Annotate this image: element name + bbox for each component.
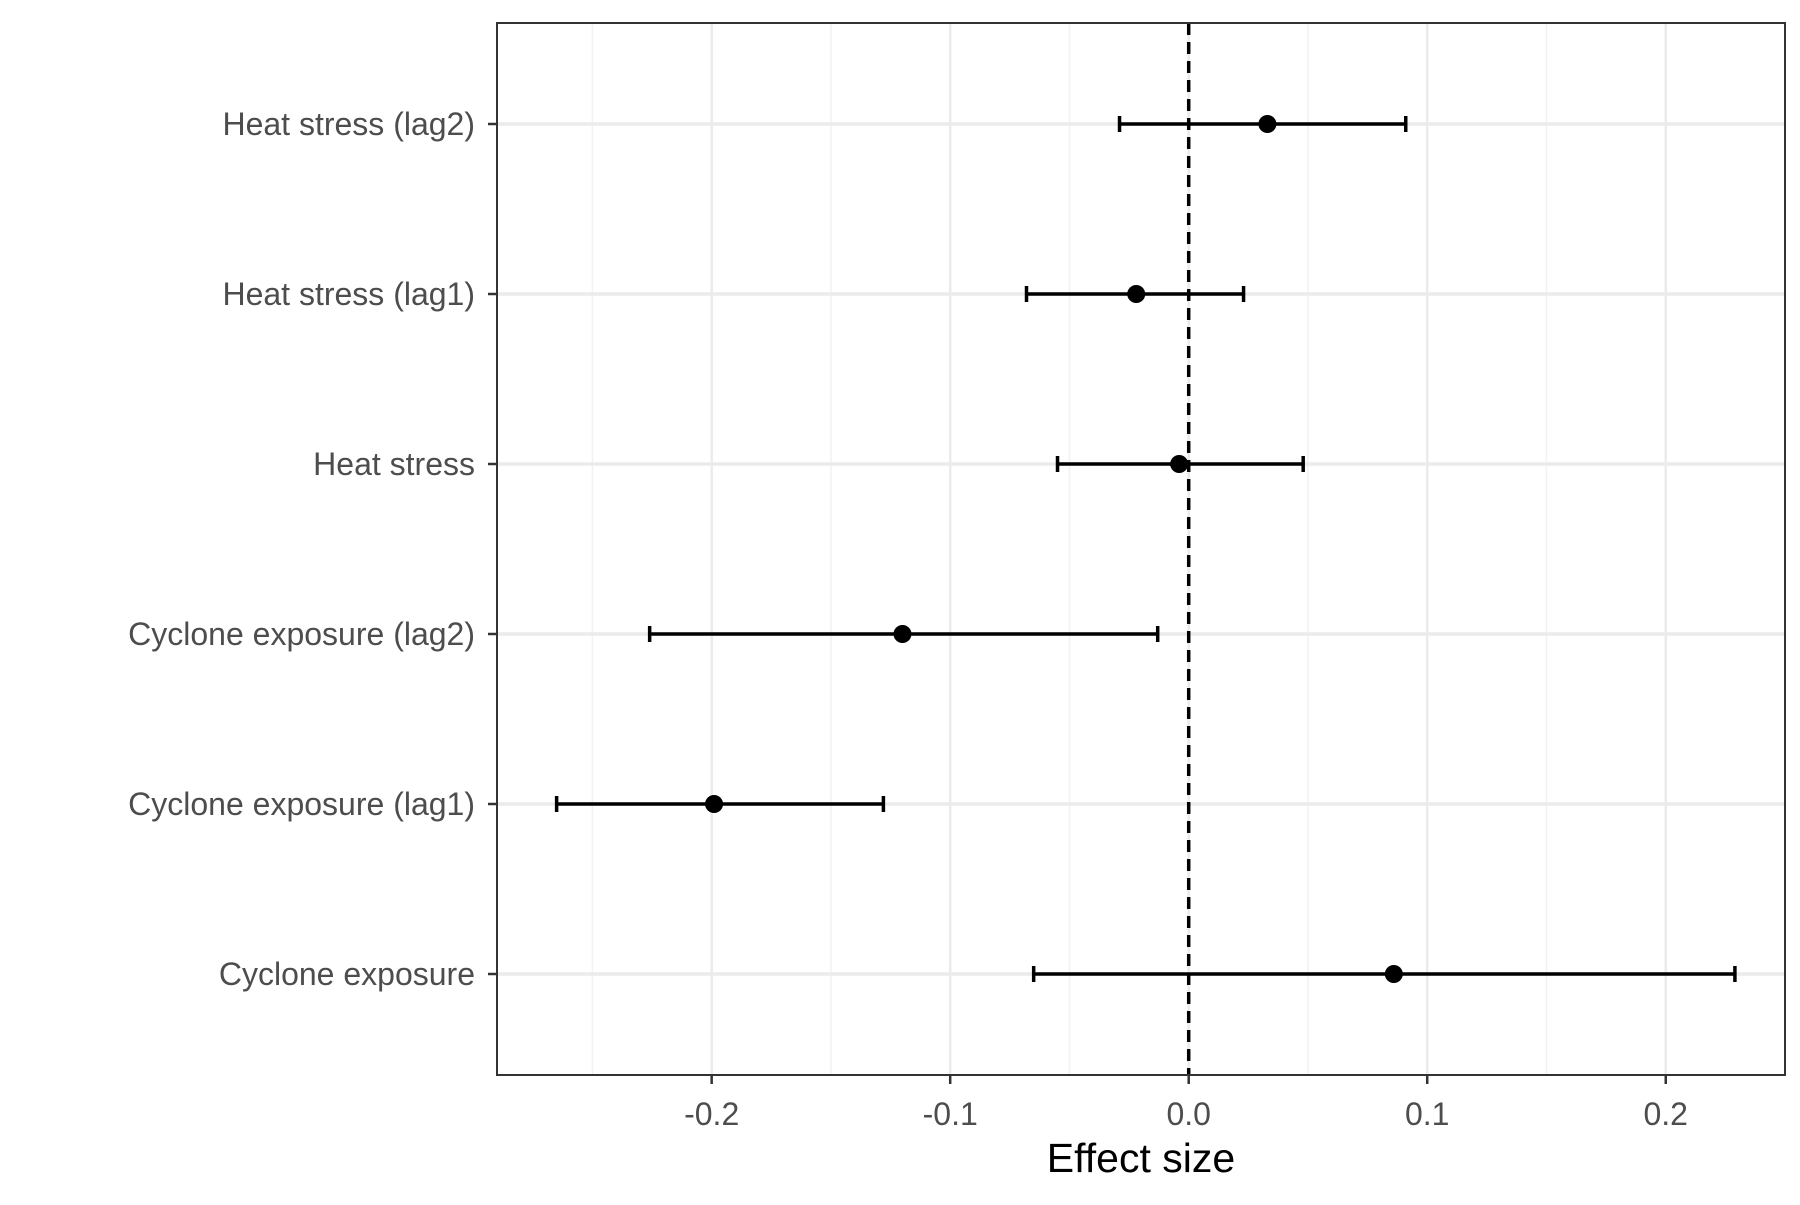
x-tick-label: -0.1 bbox=[923, 1096, 978, 1132]
x-axis-title: Effect size bbox=[1047, 1135, 1235, 1181]
estimate-point bbox=[705, 795, 724, 813]
x-tick-label: 0.0 bbox=[1166, 1096, 1210, 1132]
error-bars bbox=[554, 116, 1737, 982]
y-tick-label: Cyclone exposure bbox=[219, 956, 475, 992]
estimate-points bbox=[705, 115, 1403, 983]
y-tick-label: Heat stress (lag2) bbox=[222, 106, 475, 142]
estimate-point bbox=[1170, 455, 1189, 473]
x-tick-label: 0.1 bbox=[1405, 1096, 1449, 1132]
y-tick-label: Heat stress (lag1) bbox=[222, 276, 475, 312]
estimate-point bbox=[893, 625, 912, 643]
y-tick-label: Cyclone exposure (lag1) bbox=[128, 786, 475, 822]
x-tick-label: 0.2 bbox=[1643, 1096, 1687, 1132]
y-tick-label: Cyclone exposure (lag2) bbox=[128, 616, 475, 652]
x-axis-ticks: -0.2 -0.1 0.0 0.1 0.2 bbox=[684, 1075, 1688, 1132]
estimate-point bbox=[1384, 965, 1403, 983]
major-gridlines bbox=[497, 23, 1785, 1075]
minor-gridlines bbox=[591, 23, 1548, 1075]
estimate-point bbox=[1258, 115, 1277, 133]
estimate-point bbox=[1127, 285, 1146, 303]
y-axis-ticks: Heat stress (lag2) Heat stress (lag1) Heat… bbox=[128, 106, 497, 992]
y-tick-label: Heat stress bbox=[313, 446, 475, 482]
panel-border bbox=[496, 22, 1786, 1076]
x-tick-label: -0.2 bbox=[684, 1096, 739, 1132]
